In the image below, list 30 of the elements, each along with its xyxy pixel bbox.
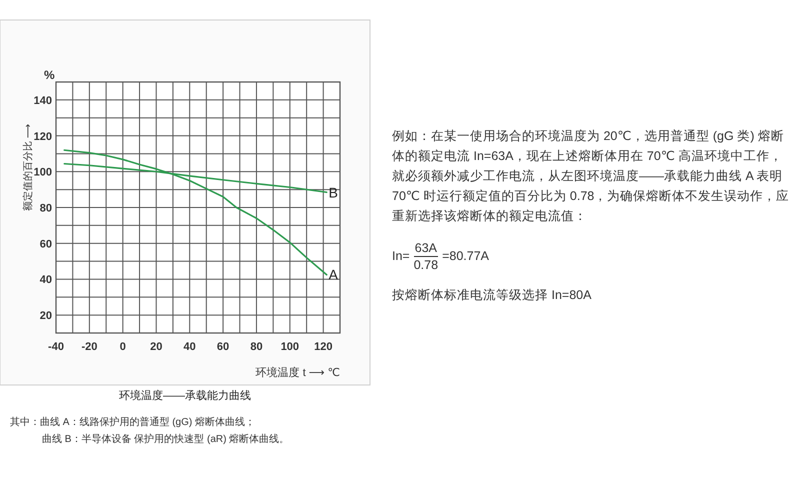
y-tick-label: 60 [40,238,52,250]
x-tick-label: 40 [184,341,196,353]
line-series [64,149,328,276]
text: 63A [414,240,438,257]
x-tick-label: 20 [150,341,162,353]
y-tick-label: 20 [40,310,52,322]
text: % [44,68,55,82]
text: In= [392,248,410,263]
y-tick-label: 120 [34,130,52,143]
y-tick-label: 100 [34,166,52,179]
x-tick-label: 60 [216,341,230,353]
text: 0.78 [414,257,438,273]
x-tick-label: 120 [314,341,332,353]
series-label: A [328,266,339,283]
y-tick-label: 40 [40,274,52,286]
x-tick-label: 80 [250,341,263,353]
y-tick-label: 80 [40,202,52,214]
x-axis-title: 环境温度 t ⟶ ℃ [256,366,340,379]
y-tick-label: 140 [34,94,52,107]
x-tick-label: -20 [81,341,98,353]
x-tick-label: -40 [48,341,64,353]
text: 曲线 B：半导体设备 保护用的快速型 (aR) 熔断体曲线。 [42,433,290,445]
text: 其中：曲线 A：线路保护用的普通型 (gG) 熔断体曲线； [10,416,256,428]
text: 例如：在某一使用场合的环境温度为 20℃，选用普通型 (gG 类) 熔断体的额定电流 In=63A，现在上述熔断体用在 70℃ 高温环境中工作，就必须额外减少工作电流，从左图环境温度——承载能力曲线 A 表明 70℃ 时运行额定值的百分比为 0.78，为确保熔断体不发生误动作，应重新选择该熔断体的额定电流值： [392,128,790,225]
text: 按熔断体标准电流等级选择 In=80A [392,287,592,304]
text: =80.77A [442,248,489,263]
x-tick-label: 100 [280,341,300,353]
text: 环境温度——承载能力曲线 [119,389,251,402]
y-axis-title: 额定值的百分比 ⟶ [22,124,34,212]
x-tick-label: 0 [120,341,126,353]
